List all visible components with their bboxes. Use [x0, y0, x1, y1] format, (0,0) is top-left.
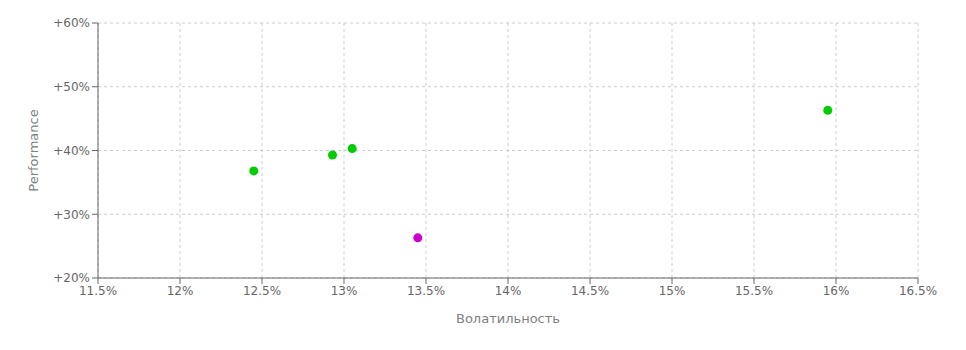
svg-text:14%: 14%: [495, 284, 522, 298]
svg-text:14.5%: 14.5%: [571, 284, 609, 298]
svg-text:15.5%: 15.5%: [735, 284, 773, 298]
svg-text:15%: 15%: [659, 284, 686, 298]
svg-text:+30%: +30%: [53, 208, 90, 222]
svg-text:13.5%: 13.5%: [407, 284, 445, 298]
svg-text:+40%: +40%: [53, 144, 90, 158]
svg-text:11.5%: 11.5%: [79, 284, 117, 298]
svg-text:12.5%: 12.5%: [243, 284, 281, 298]
svg-text:Волатильность: Волатильность: [456, 311, 560, 326]
svg-text:+20%: +20%: [53, 271, 90, 285]
svg-text:Performance: Performance: [26, 109, 41, 191]
svg-text:12%: 12%: [167, 284, 194, 298]
svg-text:16.5%: 16.5%: [899, 284, 937, 298]
svg-text:16%: 16%: [823, 284, 850, 298]
svg-text:+60%: +60%: [53, 16, 90, 30]
svg-text:13%: 13%: [331, 284, 358, 298]
svg-text:+50%: +50%: [53, 80, 90, 94]
